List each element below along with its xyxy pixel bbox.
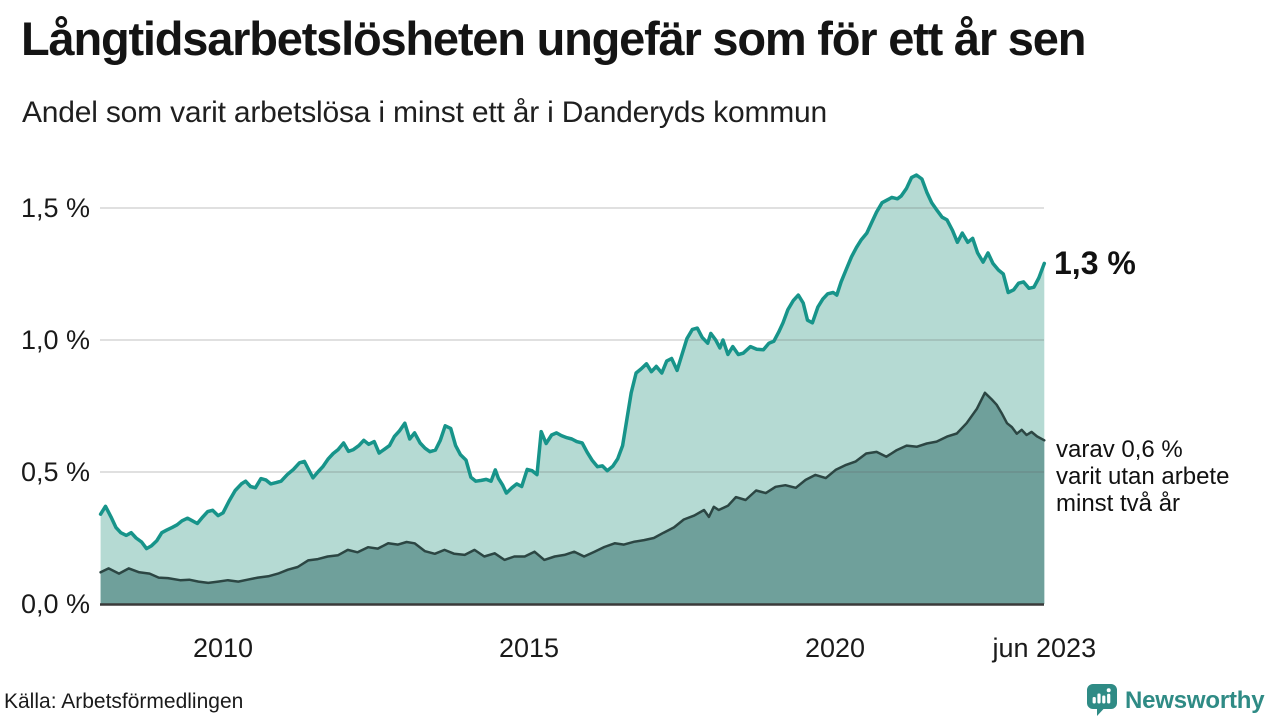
y-tick-label: 0,5 % <box>20 457 90 487</box>
logo-text: Newsworthy <box>1125 687 1265 714</box>
y-tick-label: 0,0 % <box>20 589 90 619</box>
page-title: Långtidsarbetslösheten ungefär som för e… <box>21 12 1086 65</box>
x-tick-label: jun 2023 <box>992 633 1097 663</box>
series-area-1 <box>100 392 1045 604</box>
x-tick-label: 2010 <box>192 633 254 663</box>
x-tick-label: 2015 <box>498 633 560 663</box>
bar-chart-speech-bubble-icon <box>1087 684 1117 716</box>
secondary-series-annotation: varav 0,6 % varit utan arbete minst två … <box>1056 436 1230 518</box>
x-tick-label: 2020 <box>804 633 866 663</box>
series-line-0 <box>98 173 1047 551</box>
series-line-1 <box>99 391 1046 585</box>
newsworthy-logo: Newsworthy <box>1087 684 1265 716</box>
page-subtitle: Andel som varit arbetslösa i minst ett å… <box>22 96 827 129</box>
end-value-annotation: 1,3 % <box>1054 245 1136 282</box>
source-note: Källa: Arbetsförmedlingen <box>4 690 244 713</box>
y-tick-label: 1,5 % <box>20 193 90 223</box>
y-tick-label: 1,0 % <box>20 325 90 355</box>
